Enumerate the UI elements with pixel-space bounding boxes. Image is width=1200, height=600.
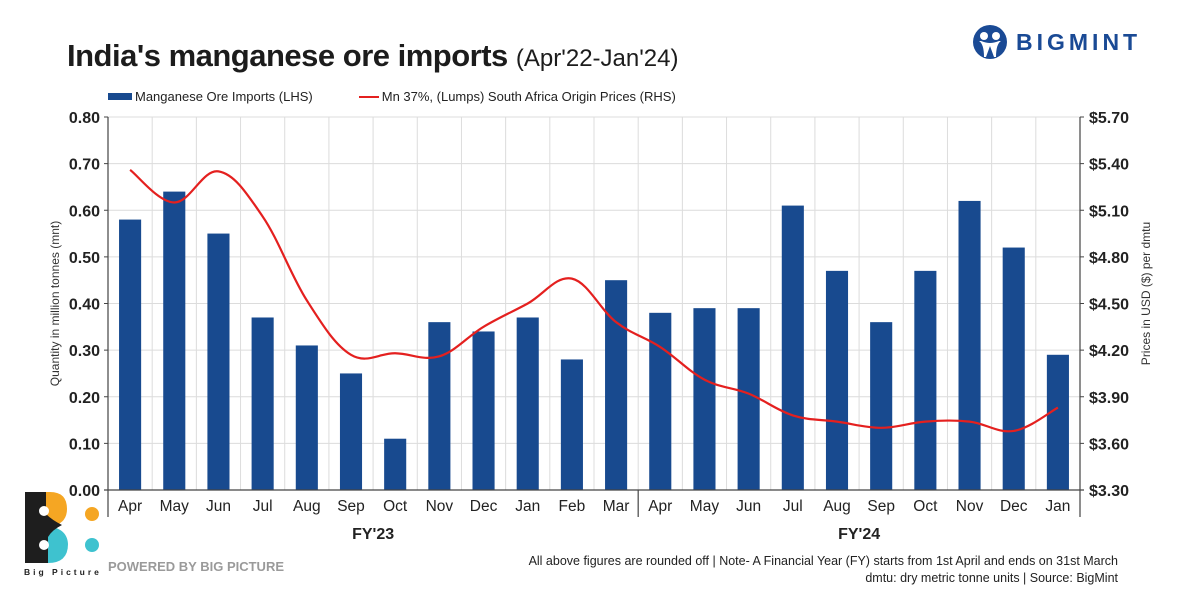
- x-tick-label: Apr: [648, 498, 672, 515]
- y-tick-label-right: $3.90: [1089, 390, 1129, 407]
- x-tick-label: Apr: [118, 498, 142, 515]
- y-tick-label-left: 0.30: [69, 343, 100, 360]
- big-picture-logo: [22, 492, 102, 572]
- legend-label-imports: Manganese Ore Imports (LHS): [135, 89, 313, 104]
- y-tick-label-right: $5.10: [1089, 203, 1129, 220]
- y-tick-label-left: 0.60: [69, 203, 100, 220]
- bar-sep-5: [339, 373, 363, 490]
- grid: [108, 116, 1080, 490]
- bar-jul-15: [781, 205, 804, 490]
- axes: [104, 116, 1084, 517]
- bar-jun-14: [737, 308, 760, 490]
- chart-legend: Manganese Ore Imports (LHS) Mn 37%, (Lum…: [108, 89, 722, 104]
- x-tick-label: Mar: [603, 498, 630, 515]
- x-tick-label: Aug: [823, 498, 851, 515]
- x-tick-label: Jun: [736, 498, 761, 515]
- group-label-fy23: FY'23: [352, 526, 394, 543]
- brand-name: BIGMINT: [1016, 28, 1142, 55]
- bar-apr-12: [649, 312, 672, 490]
- bar-oct-6: [384, 438, 407, 490]
- bar-dec-8: [472, 331, 495, 490]
- axis-labels: 0.00 $3.30 0.10 $3.60 0.20 $3.90 0.30 $4.20 0.40…: [48, 110, 1153, 543]
- x-tick-label: Oct: [383, 498, 408, 515]
- price-line-group: [129, 168, 1059, 433]
- bigmint-logo: BIGMINT: [972, 24, 1141, 60]
- x-tick-label: Jan: [515, 498, 540, 515]
- y-tick-label-left: 0.40: [69, 297, 100, 314]
- y-tick-label-right: $3.60: [1089, 436, 1129, 453]
- x-tick-label: Sep: [337, 498, 365, 515]
- bar-aug-16: [825, 270, 849, 490]
- x-tick-label: Dec: [1000, 498, 1028, 515]
- y-tick-label-left: 0.70: [69, 157, 100, 174]
- x-tick-label: Sep: [867, 498, 895, 515]
- y-axis-title-right: Prices in USD ($) per dmtu: [1139, 222, 1153, 365]
- y-tick-label-left: 0.80: [69, 110, 100, 127]
- x-tick-label: Nov: [426, 498, 454, 515]
- y-tick-label-left: 0.00: [69, 483, 100, 500]
- group-label-fy24: FY'24: [838, 526, 880, 543]
- legend-swatch-line: [358, 95, 379, 98]
- bar-jan-21: [1046, 354, 1069, 490]
- footer-note-line-1: All above figures are rounded off | Note…: [528, 554, 1118, 568]
- bar-jan-9: [516, 317, 539, 490]
- bar-may-13: [693, 308, 716, 490]
- legend-label-prices: Mn 37%, (Lumps) South Africa Origin Pric…: [381, 89, 676, 104]
- y-tick-label-left: 0.20: [69, 390, 100, 407]
- x-tick-label: Jan: [1045, 498, 1070, 515]
- y-tick-label-right: $4.80: [1089, 250, 1129, 267]
- title-main: India's manganese ore imports: [67, 38, 508, 73]
- x-tick-label: Feb: [559, 498, 586, 515]
- bar-apr-0: [119, 219, 142, 490]
- y-tick-label-left: 0.50: [69, 250, 100, 267]
- bar-mar-11: [605, 280, 628, 490]
- bar-nov-19: [958, 200, 981, 491]
- bar-nov-7: [428, 322, 451, 490]
- x-tick-label: Oct: [913, 498, 938, 515]
- title-date-range: (Apr'22-Jan'24): [515, 45, 679, 72]
- x-tick-label: Jul: [783, 498, 803, 515]
- y-axis-title-left: Quantity in million tonnes (mnt): [48, 221, 62, 386]
- footer-note: All above figures are rounded off | Note…: [529, 553, 1118, 587]
- bar-may-1: [163, 191, 186, 490]
- y-tick-label-right: $4.50: [1089, 297, 1129, 314]
- x-tick-label: Jun: [206, 498, 231, 515]
- y-tick-label-right: $5.70: [1089, 110, 1129, 127]
- bigmint-logo-icon: [973, 25, 1007, 59]
- legend-item-imports: Manganese Ore Imports (LHS): [108, 89, 313, 104]
- bar-dec-20: [1002, 247, 1025, 490]
- x-tick-label: Aug: [293, 498, 321, 515]
- bars: [119, 191, 1069, 491]
- big-picture-logo-text: Big Picture: [24, 567, 102, 577]
- x-tick-label: May: [690, 498, 720, 515]
- y-tick-label-right: $4.20: [1089, 343, 1129, 360]
- x-tick-label: Nov: [956, 498, 984, 515]
- y-tick-label-left: 0.10: [69, 436, 100, 453]
- price-line: [129, 168, 1059, 433]
- bar-aug-4: [295, 345, 318, 490]
- powered-by-text: POWERED BY BIG PICTURE: [108, 559, 285, 574]
- bar-feb-10: [560, 359, 583, 490]
- x-tick-label: May: [160, 498, 190, 515]
- y-tick-label-right: $3.30: [1089, 483, 1129, 500]
- legend-item-prices: Mn 37%, (Lumps) South Africa Origin Pric…: [358, 89, 676, 104]
- big-picture-logo-icon: [25, 492, 99, 563]
- footer-note-line-2: dmtu: dry metric tonne units | Source: B…: [865, 571, 1118, 585]
- chart-title: India's manganese ore imports (Apr'22-Ja…: [67, 38, 679, 74]
- x-tick-label: Dec: [470, 498, 498, 515]
- bar-oct-18: [914, 270, 937, 490]
- bar-jul-3: [251, 317, 274, 490]
- x-tick-label: Jul: [253, 498, 273, 515]
- bar-jun-2: [207, 233, 230, 490]
- bar-sep-17: [870, 322, 893, 490]
- y-tick-label-right: $5.40: [1089, 157, 1129, 174]
- legend-swatch-bar: [108, 93, 132, 100]
